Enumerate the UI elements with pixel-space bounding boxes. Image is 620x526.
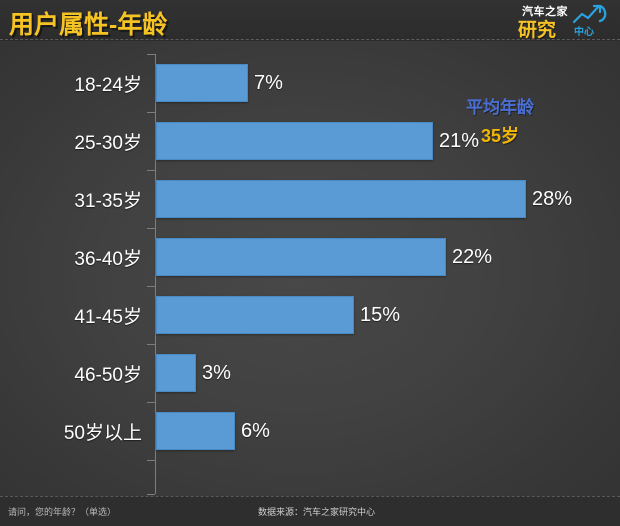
page-title: 用户属性-年龄 xyxy=(9,11,168,39)
logo-main-text: 研究 xyxy=(518,20,557,41)
logo-brand-text: 汽车之家 xyxy=(522,6,568,18)
bar-value-label: 6% xyxy=(241,419,270,442)
bar xyxy=(156,354,196,392)
axis-tick xyxy=(147,170,155,171)
bar-row: 36-40岁 22% xyxy=(0,228,620,286)
bar-row: 25-30岁 21% xyxy=(0,112,620,170)
bar-row: 31-35岁 28% xyxy=(0,170,620,228)
bar xyxy=(156,122,433,160)
category-label: 18-24岁 xyxy=(74,74,142,96)
bar-row: 46-50岁 3% xyxy=(0,344,620,402)
category-label: 41-45岁 xyxy=(74,306,142,328)
logo-sub-text: 中心 xyxy=(574,27,594,38)
bar-value-label: 22% xyxy=(452,245,493,268)
data-source: 数据来源：汽车之家研究中心 xyxy=(258,507,376,517)
brand-logo: 汽车之家 研究 中心 xyxy=(516,2,612,41)
axis-tick xyxy=(147,344,155,345)
bar xyxy=(156,296,354,334)
y-axis-line xyxy=(155,54,156,494)
axis-tick xyxy=(147,228,155,229)
arrow-swoosh-icon xyxy=(572,4,607,24)
bar-value-label: 21% xyxy=(439,129,480,152)
category-label: 46-50岁 xyxy=(74,364,142,386)
average-age-value: 35岁 xyxy=(480,126,520,146)
bar-row: 50岁以上 6% xyxy=(0,402,620,460)
axis-tick xyxy=(147,286,155,287)
bar-row: 18-24岁 7% xyxy=(0,54,620,112)
bar-row: 41-45岁 15% xyxy=(0,286,620,344)
bar xyxy=(156,412,235,450)
footer-bar: 请问，您的年龄？（单选） 数据来源：汽车之家研究中心 xyxy=(0,496,620,526)
axis-tick xyxy=(147,494,155,495)
axis-tick xyxy=(147,54,155,55)
axis-tick xyxy=(147,112,155,113)
plot-area: 18-24岁 7% 25-30岁 21% 31-35岁 28% 36-40岁 22% 41-45… xyxy=(0,41,620,496)
survey-question: 请问，您的年龄？（单选） xyxy=(8,507,117,517)
average-age-annotation: 平均年龄 35岁 xyxy=(420,93,580,148)
category-label: 25-30岁 xyxy=(74,132,142,154)
bar xyxy=(156,238,446,276)
category-label: 36-40岁 xyxy=(74,248,142,270)
axis-tick xyxy=(147,460,155,461)
header-divider xyxy=(0,39,620,40)
category-label: 50岁以上 xyxy=(63,422,142,444)
bar-value-label: 15% xyxy=(360,303,401,326)
bar xyxy=(156,64,248,102)
average-age-label: 平均年龄 xyxy=(466,98,534,117)
footer-divider xyxy=(0,496,620,497)
axis-tick xyxy=(147,402,155,403)
category-label: 31-35岁 xyxy=(74,190,142,212)
bar-value-label: 28% xyxy=(532,187,573,210)
bar-value-label: 7% xyxy=(254,71,283,94)
header-bar: 用户属性-年龄 汽车之家 研究 中心 xyxy=(0,0,620,41)
bar xyxy=(156,180,526,218)
bar-value-label: 3% xyxy=(202,361,231,384)
